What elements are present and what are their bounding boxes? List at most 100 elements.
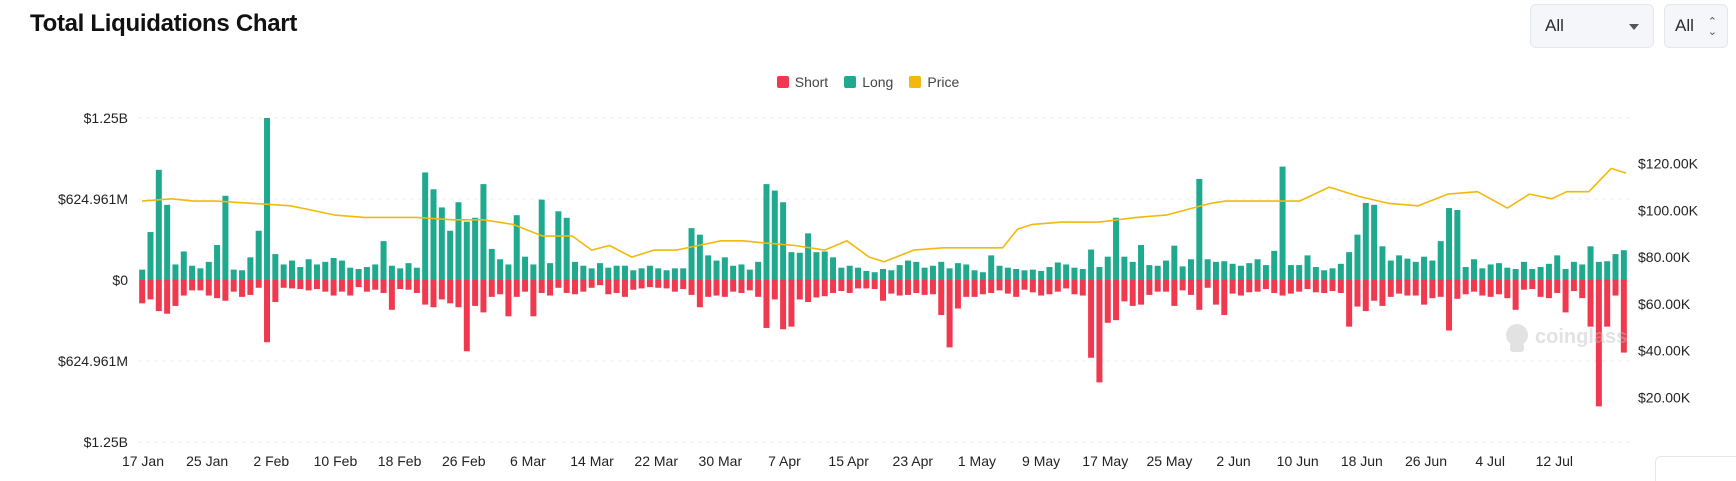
bar-short[interactable] [1296,280,1303,292]
bar-long[interactable] [1371,204,1378,280]
bar-short[interactable] [821,280,828,297]
bar-long[interactable] [738,264,745,280]
bar-short[interactable] [280,280,287,288]
bar-long[interactable] [929,265,936,280]
bar-short[interactable] [813,280,820,298]
bar-long[interactable] [1113,217,1120,280]
bar-long[interactable] [1487,264,1494,280]
bar-short[interactable] [413,280,420,293]
bar-short[interactable] [1071,280,1078,295]
bar-short[interactable] [1212,280,1219,305]
bar-long[interactable] [705,255,712,280]
bar-short[interactable] [455,280,462,308]
bar-short[interactable] [1104,280,1111,323]
bar-long[interactable] [1396,255,1403,280]
bar-short[interactable] [880,280,886,301]
bar-long[interactable] [172,264,179,280]
bar-long[interactable] [1354,234,1361,280]
bar-long[interactable] [1579,264,1586,280]
bar-long[interactable] [380,241,387,280]
bar-short[interactable] [289,280,295,289]
bar-short[interactable] [297,280,304,290]
bar-long[interactable] [1129,261,1136,280]
bar-long[interactable] [1021,270,1028,280]
bar-long[interactable] [888,270,895,280]
bar-short[interactable] [896,280,903,296]
bar-short[interactable] [1487,280,1494,297]
bar-long[interactable] [563,217,570,280]
bar-short[interactable] [596,280,603,286]
bar-long[interactable] [696,234,703,280]
bar-long[interactable] [788,252,795,280]
bar-short[interactable] [938,280,945,315]
bar-short[interactable] [1446,280,1453,331]
bar-short[interactable] [1096,280,1103,383]
bar-short[interactable] [788,280,795,327]
bar-long[interactable] [1479,268,1486,280]
bar-short[interactable] [1562,280,1569,313]
bar-short[interactable] [713,280,720,296]
bar-long[interactable] [904,260,911,280]
bar-short[interactable] [180,280,187,296]
bar-short[interactable] [1495,280,1502,295]
range-select[interactable]: All [1530,4,1654,48]
bar-short[interactable] [1479,280,1486,296]
bar-short[interactable] [264,280,271,343]
bar-long[interactable] [913,261,920,280]
bar-short[interactable] [572,280,578,295]
bar-short[interactable] [480,280,487,313]
bar-long[interactable] [1154,265,1161,280]
bar-long[interactable] [846,265,853,280]
bar-long[interactable] [1329,268,1336,280]
bar-short[interactable] [472,280,479,306]
bar-long[interactable] [796,252,803,280]
bar-short[interactable] [1412,280,1419,296]
bar-short[interactable] [1246,280,1253,293]
bar-short[interactable] [780,280,787,330]
bar-short[interactable] [1437,280,1444,297]
bar-short[interactable] [1021,280,1028,290]
bar-long[interactable] [780,202,787,280]
bar-long[interactable] [1204,259,1211,280]
bar-long[interactable] [547,263,554,280]
bar-short[interactable] [538,280,545,293]
bar-short[interactable] [771,280,778,300]
bar-short[interactable] [1187,280,1194,295]
bar-long[interactable] [280,264,287,280]
bar-long[interactable] [397,268,404,280]
bar-long[interactable] [513,215,520,280]
corner-widget[interactable] [1655,456,1736,481]
bar-long[interactable] [1179,266,1186,280]
bar-long[interactable] [497,259,504,280]
bar-long[interactable] [671,268,678,280]
bar-short[interactable] [696,280,703,308]
bar-short[interactable] [305,280,312,291]
bar-long[interactable] [230,269,237,280]
bar-short[interactable] [1421,280,1428,305]
bar-short[interactable] [1204,280,1211,288]
bar-short[interactable] [1579,280,1586,299]
bar-long[interactable] [621,265,628,280]
bar-short[interactable] [705,280,712,297]
bar-short[interactable] [172,280,179,306]
bar-long[interactable] [363,267,370,280]
bar-short[interactable] [355,280,362,288]
bar-long[interactable] [247,257,254,280]
bar-long[interactable] [805,233,812,280]
bar-long[interactable] [1454,210,1461,280]
bar-long[interactable] [189,265,196,280]
bar-long[interactable] [730,265,737,280]
bar-long[interactable] [1337,263,1344,280]
bar-short[interactable] [1595,280,1602,407]
bar-short[interactable] [671,280,678,292]
bar-short[interactable] [189,280,196,291]
bar-short[interactable] [988,280,995,293]
bar-short[interactable] [447,280,454,304]
bar-short[interactable] [1379,280,1386,306]
bar-long[interactable] [1246,263,1253,280]
bar-long[interactable] [239,270,246,280]
bar-long[interactable] [938,261,945,280]
bar-short[interactable] [904,280,911,295]
bar-long[interactable] [1254,259,1261,280]
bar-short[interactable] [580,280,587,292]
